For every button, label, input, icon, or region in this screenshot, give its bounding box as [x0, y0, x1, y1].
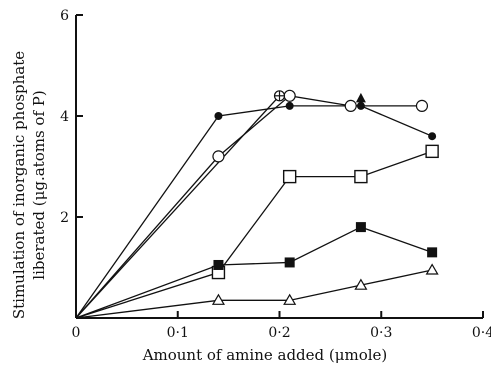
ticks: 0 0·1 0·2 0·3 0·4 2 4 6: [60, 8, 491, 341]
x-tick-label: 0·3: [370, 325, 392, 341]
marker-filled-square: [213, 259, 224, 270]
x-tick-label: 0·1: [167, 325, 189, 341]
series-markers: [211, 89, 439, 305]
marker-open-circle: [283, 89, 296, 102]
marker-open-triangle: [283, 293, 297, 305]
y-tick-label: 4: [60, 109, 69, 125]
marker-circle-plus: [273, 90, 286, 102]
marker-open-circle: [415, 99, 429, 113]
x-tick-label: 0·4: [472, 325, 491, 341]
x-tick-label: 0: [72, 325, 81, 341]
x-tick-label: 0·2: [268, 325, 290, 341]
series-lines: [75, 95, 433, 319]
marker-filled-square: [427, 247, 438, 258]
marker-open-triangle: [354, 278, 368, 290]
series-line-filled-circle: [75, 105, 433, 319]
marker-open-square: [282, 169, 297, 184]
x-axis-label: Amount of amine added (μmole): [142, 346, 388, 364]
marker-open-circle: [344, 99, 357, 113]
y-tick-label: 2: [60, 210, 69, 226]
marker-filled-triangle: [355, 92, 366, 103]
marker-open-triangle: [211, 293, 225, 305]
marker-open-square: [425, 144, 439, 159]
marker-filled-circle: [356, 101, 365, 110]
marker-open-square: [354, 169, 368, 184]
marker-open-triangle: [425, 263, 439, 275]
series-line-open-triangle: [75, 269, 433, 319]
marker-filled-square: [284, 257, 295, 268]
marker-filled-square: [355, 222, 366, 233]
series-line-circle-plus: [75, 95, 280, 319]
y-axis-label-line2: liberated (μg.atoms of P): [30, 90, 48, 279]
marker-filled-circle: [285, 101, 294, 110]
y-axis-label-line1: Stimulation of inorganic phosphate: [10, 51, 28, 319]
series-line-filled-square: [75, 226, 433, 319]
marker-filled-circle: [214, 112, 223, 120]
marker-open-circle: [212, 150, 225, 163]
y-tick-label: 6: [60, 8, 69, 24]
marker-filled-circle: [428, 132, 437, 141]
series-line-open-square: [75, 150, 433, 319]
